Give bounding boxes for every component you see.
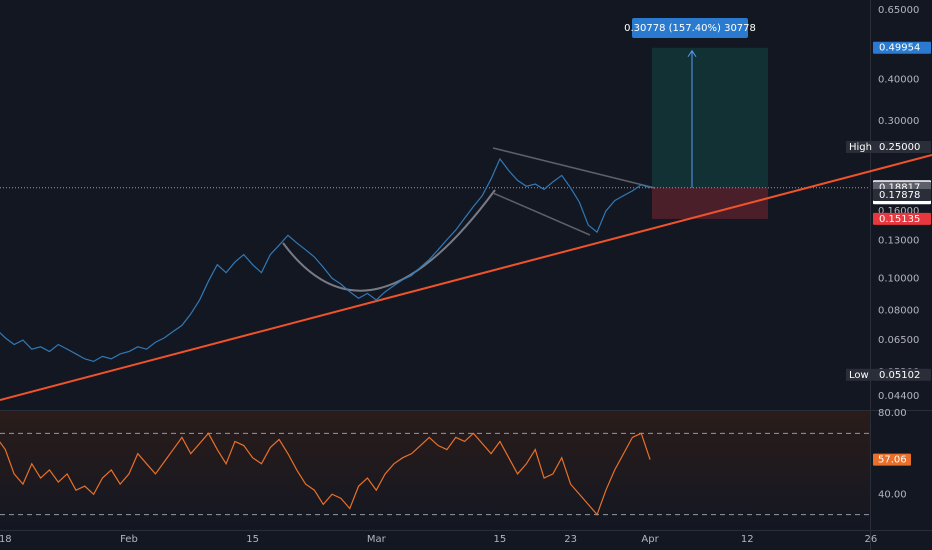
position-label-box — [632, 18, 748, 38]
y-tick-label: 0.06500 — [878, 335, 919, 346]
trend-line — [0, 154, 932, 401]
price-label-box — [873, 212, 931, 225]
channel-bottom — [492, 192, 591, 236]
price-label-prefix-box — [846, 140, 873, 153]
y-tick-label: 0.13000 — [878, 236, 919, 247]
rsi-tick-label: 40.00 — [878, 489, 907, 500]
arrow-head — [687, 49, 697, 58]
drawings — [282, 147, 656, 292]
price-label: 0.17878 — [879, 190, 920, 201]
x-tick-label: 23 — [564, 534, 577, 545]
price-label-box — [873, 368, 931, 381]
rsi-last-box — [873, 453, 911, 466]
x-tick-label: Mar — [367, 534, 387, 545]
y-tick-label: 0.10000 — [878, 273, 919, 284]
rsi-tick-label: 80.00 — [878, 408, 907, 419]
series-line — [0, 157, 651, 363]
price-label-prefix: Low — [849, 370, 869, 381]
y-tick-label: 0.40000 — [878, 75, 919, 86]
y-tick-label: 0.04400 — [878, 391, 919, 402]
rsi-last-label: 57.06 — [878, 455, 907, 466]
position-label: 0.30778 (157.40%) 30778 — [624, 23, 756, 34]
x-tick-label: Feb — [120, 534, 138, 545]
y-tick-label: 0.08000 — [878, 305, 919, 316]
price-label: 0.18817 — [879, 183, 920, 194]
price-label-prefix: High — [849, 142, 872, 153]
x-tick-label: 15 — [494, 534, 507, 545]
y-tick-label: 0.16000 — [878, 206, 919, 217]
price-label: 0.25000 — [879, 142, 920, 153]
price-label: 0.15135 — [879, 214, 920, 225]
y-tick-label: 0.30000 — [878, 116, 919, 127]
x-tick-label: 15 — [246, 534, 259, 545]
y-tick-label: 0.65000 — [878, 5, 919, 16]
x-tick-label: Apr — [641, 534, 659, 545]
price-label-prefix-box — [846, 368, 873, 381]
series-line — [0, 432, 651, 516]
price-label-box — [873, 189, 931, 202]
price-label-box — [873, 41, 931, 54]
x-tick-label: 26 — [865, 534, 878, 545]
profit-zone — [652, 47, 768, 188]
cup-arc — [282, 189, 496, 292]
price-label-box — [873, 140, 931, 153]
rsi-pane — [0, 411, 870, 530]
x-tick-label: 12 — [741, 534, 754, 545]
channel-top — [492, 147, 656, 189]
price-label: 0.05102 — [879, 370, 920, 381]
x-tick-label: 18 — [0, 534, 12, 545]
price-label: 0.49954 — [879, 43, 920, 54]
